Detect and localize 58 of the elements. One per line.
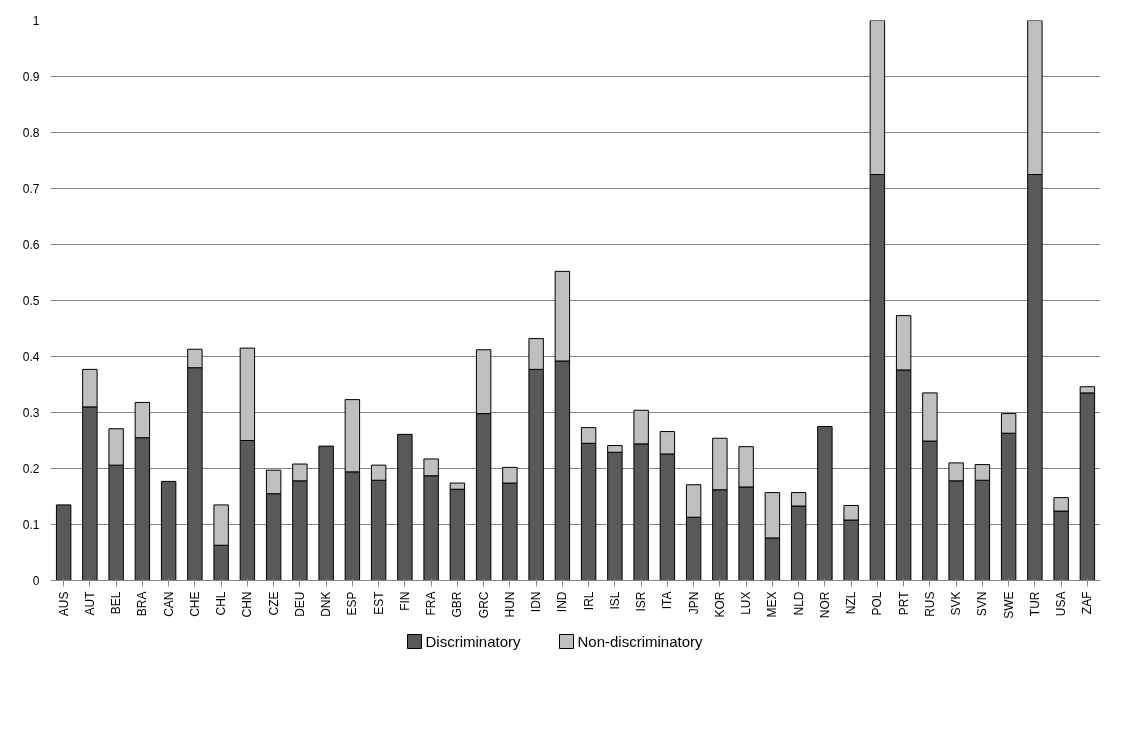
y-tick-label: 0.9 xyxy=(22,70,40,84)
x-tick-label: SVN xyxy=(975,591,990,617)
x-tick-label: BEL xyxy=(109,591,124,615)
x-tick-label: FRA xyxy=(424,591,439,616)
x-tick-label: CZE xyxy=(266,591,281,616)
y-tick-label: 0.2 xyxy=(22,462,40,476)
x-tick-label: IRL xyxy=(581,591,596,611)
bar xyxy=(318,445,334,581)
x-tick-label: ITA xyxy=(660,591,675,610)
y-tick-label: 0.3 xyxy=(22,406,40,420)
x-tick-label: NLD xyxy=(791,591,806,616)
x-tick-label: POL xyxy=(870,591,885,616)
x-tick-label: IND xyxy=(555,591,570,613)
x-tick-label: CHN xyxy=(240,591,255,618)
x-tick-label: IDN xyxy=(529,591,544,613)
x-tick-label: AUS xyxy=(56,591,71,617)
legend-label: Discriminatory xyxy=(425,633,522,650)
x-tick-label: PRT xyxy=(896,590,911,616)
y-tick-label: 0.7 xyxy=(22,182,40,196)
bar xyxy=(817,426,833,581)
x-tick-label: DEU xyxy=(292,591,307,617)
x-tick-label: SVK xyxy=(949,591,964,616)
x-tick-label: NOR xyxy=(817,591,832,619)
y-tick-label: 0.1 xyxy=(22,518,40,532)
y-tick-label: 1 xyxy=(32,14,40,28)
x-tick-label: JPN xyxy=(686,591,701,615)
y-tick-label: 0.8 xyxy=(22,126,40,140)
x-tick-label: DNK xyxy=(319,591,334,617)
x-tick-label: BRA xyxy=(135,591,150,617)
x-tick-label: FIN xyxy=(397,591,412,611)
x-tick-label: USA xyxy=(1054,591,1069,617)
x-tick-label: NZL xyxy=(844,591,859,615)
x-tick-label: ISR xyxy=(634,591,649,612)
x-tick-label: EST xyxy=(371,590,386,615)
legend-label: Non-discriminatory xyxy=(577,633,704,650)
y-tick-label: 0 xyxy=(32,574,40,588)
y-tick-label: 0.6 xyxy=(22,238,40,252)
bar xyxy=(397,433,413,581)
x-tick-label: CHE xyxy=(187,591,202,617)
x-tick-label: ZAF xyxy=(1080,591,1095,615)
x-tick-label: TUR xyxy=(1027,591,1042,617)
x-tick-label: HUN xyxy=(502,591,517,618)
x-tick-label: CAN xyxy=(161,591,176,617)
x-tick-label: LUX xyxy=(739,591,754,615)
x-tick-label: AUT xyxy=(82,590,97,616)
y-tick-label: 0.5 xyxy=(22,294,40,308)
x-tick-label: CHL xyxy=(214,591,229,616)
y-tick-label: 0.4 xyxy=(22,350,40,364)
x-tick-label: KOR xyxy=(712,591,727,618)
x-tick-label: ISL xyxy=(607,591,622,610)
bar xyxy=(55,504,72,581)
x-tick-label: MEX xyxy=(765,591,780,618)
bar xyxy=(160,480,177,581)
x-tick-label: SWE xyxy=(1001,591,1016,619)
x-tick-label: RUS xyxy=(922,591,937,617)
x-tick-label: GRC xyxy=(476,591,491,619)
x-tick-label: GBR xyxy=(450,591,465,618)
x-tick-label: ESP xyxy=(345,591,360,616)
